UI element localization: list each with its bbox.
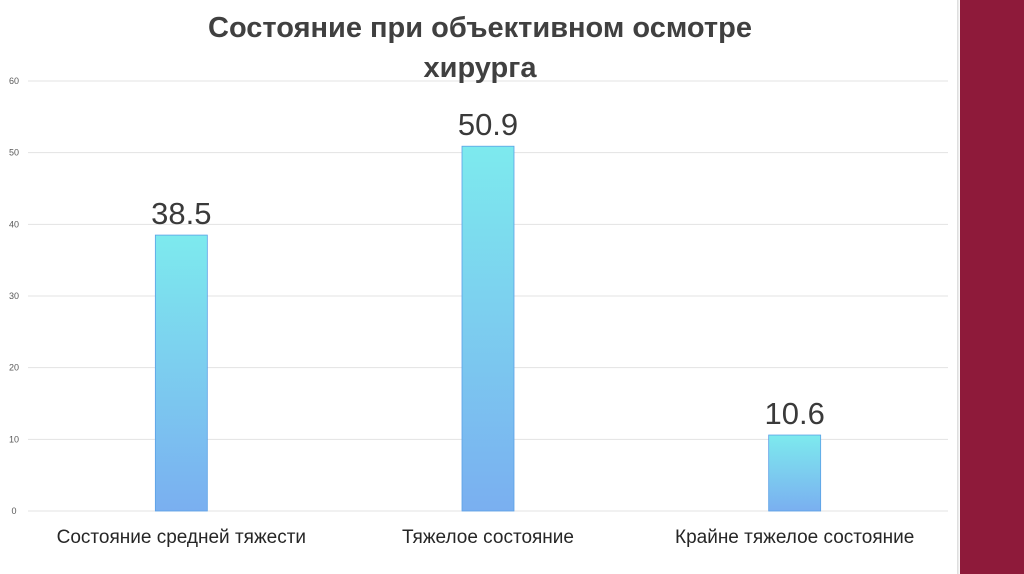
- bar: [768, 434, 822, 512]
- data-label: 38.5: [151, 196, 211, 231]
- data-labels: 38.5 50.9 10.6: [151, 107, 825, 431]
- data-label: 10.6: [764, 396, 824, 431]
- x-category-label: Крайне тяжелое состояние: [675, 527, 914, 548]
- bar: [154, 234, 208, 512]
- bar-chart: 0 10 20 30 40 50 60 38.5 50.9 10.6 Состояние сре…: [9, 76, 948, 548]
- accent-band: [960, 0, 1024, 574]
- y-tick-label: 60: [9, 76, 19, 86]
- y-tick-label: 30: [9, 291, 19, 301]
- x-category-label: Тяжелое состояние: [402, 527, 574, 548]
- chart-title: Состояние при объективном осмотре хирург…: [208, 12, 752, 84]
- y-tick-label: 20: [9, 363, 19, 373]
- bars: [154, 145, 822, 512]
- y-tick-label: 40: [9, 219, 19, 229]
- bar: [461, 145, 515, 512]
- x-category-label: Состояние средней тяжести: [57, 527, 306, 548]
- x-axis: Состояние средней тяжести Тяжелое состоян…: [57, 527, 915, 548]
- data-label: 50.9: [458, 107, 518, 142]
- slide: 0 10 20 30 40 50 60 38.5 50.9 10.6 Состояние сре…: [8, 12, 948, 548]
- y-tick-label: 50: [9, 148, 19, 158]
- y-tick-label: 10: [9, 434, 19, 444]
- y-axis: 0 10 20 30 40 50 60: [9, 76, 19, 516]
- y-tick-label: 0: [11, 506, 16, 516]
